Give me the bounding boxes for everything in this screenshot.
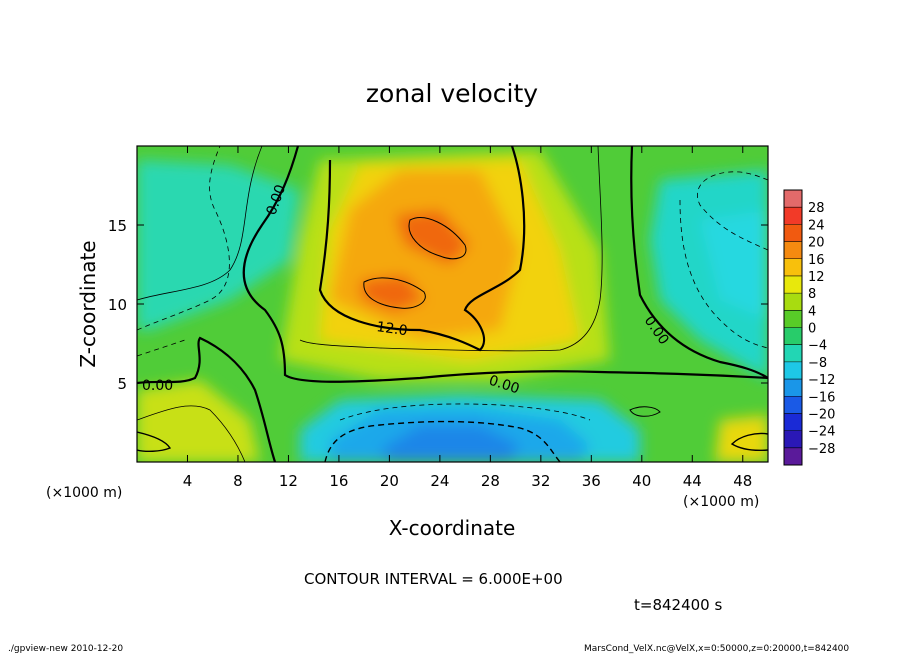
- colorbar-label: 16: [808, 253, 825, 268]
- contour-interval: CONTOUR INTERVAL = 6.000E+00: [304, 570, 563, 588]
- colorbar-label: −16: [808, 390, 835, 405]
- field-region-jet-top: [395, 210, 470, 265]
- colorbar-label: 28: [808, 201, 825, 216]
- colorbar-swatch: [784, 207, 802, 225]
- field-region-lower-left: [137, 380, 260, 462]
- colorbar-swatch: [784, 258, 802, 276]
- colorbar-swatch: [784, 379, 802, 397]
- contour-twelve: [318, 146, 526, 352]
- field-region-jet-bottom: [360, 275, 425, 312]
- colorbar-label: 8: [808, 287, 816, 302]
- footer-left: ./gpview-new 2010-12-20: [8, 644, 123, 654]
- field-region-left-cyan: [137, 160, 300, 330]
- colorbar-swatch: [784, 413, 802, 431]
- field-region-blue-core: [380, 425, 520, 462]
- contour-thin-right: [299, 146, 603, 352]
- colorbar-swatch: [784, 224, 802, 242]
- contour-jet-top: [408, 217, 467, 260]
- colorbar-label: −8: [808, 356, 827, 371]
- colorbar-label: 24: [808, 218, 825, 233]
- x-tick-label: 4: [183, 472, 193, 490]
- contour-pos-bottom-right: [730, 432, 768, 452]
- contour-neg-left-low: [137, 339, 186, 357]
- y-tick-label: 15: [108, 217, 127, 235]
- colorbar-swatch: [784, 430, 802, 448]
- y-tick-label: 10: [108, 296, 127, 314]
- colorbar: 28 24 20 16 12 8 4 0 −4 −8 −12 −16 −20 −24 −28: [783, 189, 835, 466]
- colorbar-swatch: [784, 344, 802, 362]
- colorbar-label: 0: [808, 322, 816, 337]
- colorbar-swatch: [784, 241, 802, 259]
- x-tick-label: 8: [233, 472, 243, 490]
- x-tick-label: 28: [481, 472, 500, 490]
- contour-neg-mid: [339, 403, 591, 421]
- y-tick-label: 5: [117, 375, 127, 393]
- colorbar-swatch: [784, 396, 802, 414]
- colorbar-swatch: [784, 293, 802, 311]
- x-tick-label: 36: [582, 472, 601, 490]
- x-tick-label: 48: [733, 472, 752, 490]
- contour-neg-left: [137, 146, 230, 331]
- x-tick-label: 20: [380, 472, 399, 490]
- colorbar-swatch: [784, 327, 802, 345]
- contour-jet-bottom: [363, 277, 426, 309]
- colorbar-swatch: [784, 190, 802, 208]
- velocity-field: 0.00 0.00 12.0 0.00 0.00: [137, 146, 768, 462]
- x-tick-label: 12: [279, 472, 298, 490]
- colorbar-swatch: [784, 275, 802, 294]
- contour-thin-lower: [137, 405, 246, 462]
- z-axis-unit: (×1000 m): [46, 485, 122, 501]
- contour-thin-left: [137, 146, 263, 301]
- contour-neg-bottom: [324, 420, 561, 462]
- x-tick-label: 40: [632, 472, 651, 490]
- x-axis: 4 8 12 16 20 24 28 32 36 40 44 48: [183, 146, 752, 490]
- colorbar-label: −28: [808, 442, 835, 457]
- colorbar-label: −12: [808, 373, 835, 388]
- x-tick-label: 44: [683, 472, 702, 490]
- colorbar-swatch: [784, 361, 802, 380]
- colorbar-swatch: [784, 447, 802, 465]
- x-tick-label: 24: [430, 472, 449, 490]
- contour-blob-40: [629, 406, 661, 417]
- y-axis: 5 10 15: [108, 217, 768, 393]
- contour-zero-bottom: [137, 336, 277, 462]
- contour-label-zero-2: 0.00: [142, 378, 173, 394]
- x-tick-label: 32: [531, 472, 550, 490]
- x-axis-label: X-coordinate: [389, 516, 516, 540]
- x-axis-unit: (×1000 m): [683, 494, 759, 510]
- colorbar-label: −24: [808, 425, 835, 440]
- contour-zero-right: [630, 146, 768, 379]
- colorbar-label: −20: [808, 407, 835, 422]
- contour-label-twelve: 12.0: [375, 319, 408, 339]
- chart-title: zonal velocity: [366, 79, 538, 108]
- contour-neg-right-lower: [679, 199, 768, 349]
- colorbar-label: 12: [808, 270, 825, 285]
- contour-neg-right: [697, 171, 768, 251]
- footer-right: MarsCond_VelX.nc@VelX,x=0:50000,z=0:2000…: [584, 644, 849, 654]
- x-tick-label: 16: [329, 472, 348, 490]
- time-label: t=842400 s: [634, 596, 722, 614]
- field-region-lower-right: [715, 415, 768, 462]
- contour-zero-left: [242, 146, 768, 383]
- contour-pos-bottom-left: [137, 431, 172, 453]
- field-region-right-core: [700, 210, 768, 320]
- colorbar-label: −4: [808, 339, 827, 354]
- colorbar-label: 20: [808, 236, 825, 251]
- y-axis-label: Z-coordinate: [76, 240, 100, 367]
- colorbar-swatch: [784, 310, 802, 328]
- colorbar-label: 4: [808, 304, 816, 319]
